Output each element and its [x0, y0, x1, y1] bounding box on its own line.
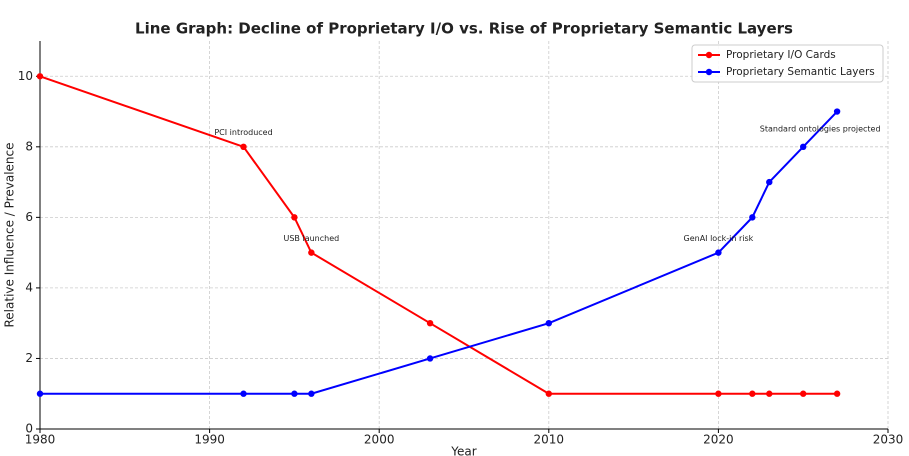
legend-marker: [705, 68, 713, 76]
x-tick-label: 1980: [25, 433, 56, 447]
data-point: [36, 73, 44, 80]
data-point: [426, 355, 434, 362]
data-point: [545, 319, 552, 327]
data-point: [308, 390, 315, 397]
x-tick-label: 2000: [364, 433, 395, 447]
y-axis-label: Relative Influence / Prevalence: [3, 143, 17, 328]
data-point: [766, 178, 773, 186]
data-point: [715, 390, 722, 397]
y-tick-label: 4: [25, 280, 33, 294]
data-point: [749, 214, 756, 221]
annotation: USB launched: [284, 234, 340, 243]
x-tick-label: 2020: [703, 433, 734, 447]
x-axis-label: Year: [450, 445, 476, 456]
y-tick-label: 0: [25, 422, 33, 436]
legend-box: [691, 44, 884, 83]
legend-marker: [705, 51, 713, 59]
x-tick-label: 1990: [194, 433, 225, 447]
data-point: [36, 390, 44, 397]
data-point: [426, 319, 434, 327]
y-tick-label: 2: [25, 351, 33, 365]
y-tick-label: 6: [25, 210, 33, 224]
x-tick-label: 2010: [534, 433, 565, 447]
annotation: Standard ontologies projected: [760, 125, 881, 134]
data-point: [833, 108, 841, 115]
data-point: [240, 390, 247, 397]
data-point: [240, 143, 247, 151]
data-point: [800, 390, 807, 397]
annotation: PCI introduced: [214, 128, 272, 137]
y-tick-label: 8: [25, 139, 33, 153]
data-point: [749, 390, 756, 397]
data-point: [800, 143, 807, 151]
data-point: [715, 249, 722, 256]
data-point: [833, 390, 841, 397]
data-point: [308, 249, 315, 256]
chart-title: Line Graph: Decline of Proprietary I/O v…: [135, 20, 793, 38]
data-point: [291, 214, 298, 221]
annotation: GenAI lock-in risk: [684, 234, 754, 243]
x-tick-label: 2030: [873, 433, 904, 447]
data-point: [766, 390, 773, 397]
y-tick-label: 10: [18, 69, 33, 83]
data-point: [291, 390, 298, 397]
legend-label: Proprietary Semantic Layers: [726, 66, 875, 78]
legend-label: Proprietary I/O Cards: [726, 49, 836, 61]
data-point: [545, 390, 552, 397]
